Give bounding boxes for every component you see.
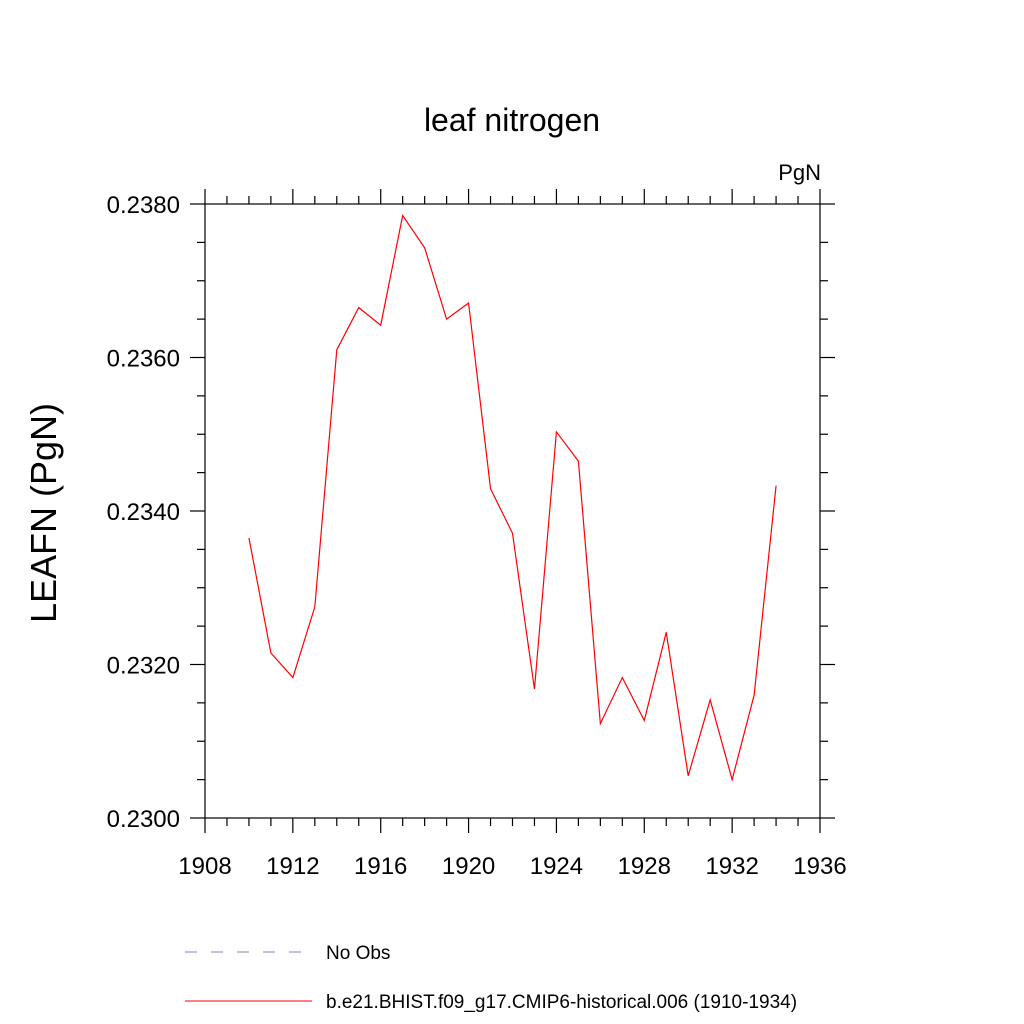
y-tick-label: 0.2360 bbox=[107, 346, 180, 373]
tick-labels: 1908 1912 1916 1920 1924 1928 1932 1936 0.2300 0.… bbox=[107, 192, 847, 880]
y-tick-label: 0.2320 bbox=[107, 653, 180, 680]
x-tick-label: 1920 bbox=[442, 853, 495, 880]
y-axis-label: LEAFN (PgN) bbox=[23, 403, 64, 623]
x-tick-label: 1908 bbox=[178, 853, 231, 880]
x-tick-label: 1932 bbox=[705, 853, 758, 880]
chart-title: leaf nitrogen bbox=[424, 102, 600, 138]
plot-frame bbox=[204, 203, 821, 819]
x-tick-label: 1928 bbox=[618, 853, 671, 880]
series-line bbox=[248, 213, 777, 782]
y-tick-label: 0.2300 bbox=[107, 806, 180, 833]
x-tick-label: 1936 bbox=[793, 853, 846, 880]
y-tick-label: 0.2340 bbox=[107, 499, 180, 526]
x-tick-label: 1912 bbox=[266, 853, 319, 880]
legend: No Obs b.e21.BHIST.f09_g17.CMIP6-historic… bbox=[185, 943, 797, 1013]
axis-ticks bbox=[190, 189, 835, 833]
x-tick-label: 1916 bbox=[354, 853, 407, 880]
series-layer bbox=[248, 213, 777, 782]
legend-label: b.e21.BHIST.f09_g17.CMIP6-historical.006… bbox=[326, 992, 797, 1013]
x-tick-label: 1924 bbox=[530, 853, 583, 880]
y-tick-label: 0.2380 bbox=[107, 192, 180, 219]
units-label: PgN bbox=[778, 160, 821, 185]
legend-label: No Obs bbox=[326, 943, 390, 964]
